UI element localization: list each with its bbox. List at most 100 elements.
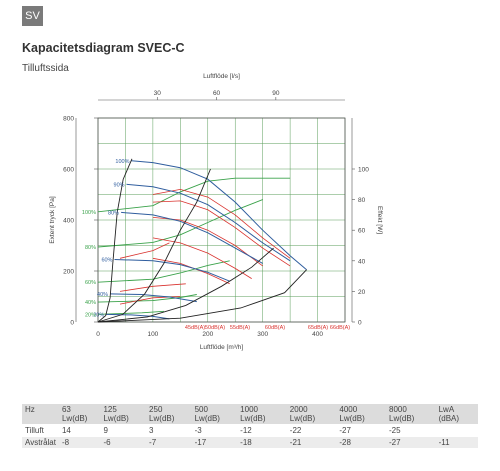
y-axis-label: Extent tryck [Pa] (49, 196, 56, 244)
sound-level-label: 55dB(A) (230, 325, 250, 331)
top-tick-label: 60 (213, 90, 221, 97)
table-header-cell: 1000 Lw(dB) (237, 404, 287, 425)
sound-curve (119, 283, 186, 292)
table-header-cell: 8000 Lw(dB) (386, 404, 436, 425)
table-header-cell: 250 Lw(dB) (146, 404, 192, 425)
top-tick-label: 30 (154, 90, 162, 97)
table-cell: -27 (386, 436, 436, 448)
table-cell: -7 (146, 436, 192, 448)
fan-curve-label: 40% (97, 292, 108, 298)
right-tick-label: 100 (358, 166, 369, 173)
table-cell: -21 (286, 436, 337, 448)
table-cell: -27 (336, 424, 386, 437)
y-tick-label: 200 (63, 269, 74, 276)
top-tick-label: 90 (272, 90, 280, 97)
sound-level-label: 65dB(A) (308, 325, 328, 331)
table-cell: -28 (336, 436, 386, 448)
table-cell: -12 (237, 424, 287, 437)
table-row: Avstrålat -8 -6 -7 -17 -18 -21 -28 -27 -… (22, 436, 478, 448)
fan-curve-label: 60% (101, 258, 112, 264)
right-axis-label: Effekt [W] (376, 206, 383, 234)
table-header-cell: 125 Lw(dB) (100, 404, 147, 425)
system-curve (97, 158, 133, 323)
right-tick-label: 80 (358, 197, 366, 204)
power-curve (97, 260, 230, 283)
sound-level-label: 66dB(A) (330, 325, 350, 331)
table-cell: 9 (100, 424, 147, 437)
table-header-cell: Hz (22, 404, 59, 425)
y-tick-label: 600 (63, 167, 74, 174)
table-header-cell: 500 Lw(dB) (191, 404, 238, 425)
power-curve (97, 294, 197, 303)
power-curve (97, 177, 291, 213)
power-curve-label: 40% (85, 300, 96, 306)
table-cell: -22 (286, 424, 337, 437)
fan-curve (126, 183, 291, 262)
right-tick-label: 0 (358, 320, 362, 327)
grid (97, 117, 346, 323)
power-curve-label: 60% (85, 280, 96, 286)
x-tick-label: 200 (202, 331, 213, 338)
capacity-chart: 0 100 200 300 400 Luftflöde [m³/h] 0 200 400 600 8… (49, 73, 383, 351)
fan-curve-label: 20% (93, 312, 104, 318)
page-title: Kapacitetsdiagram SVEC-C (22, 41, 185, 55)
right-tick-label: 20 (358, 289, 366, 296)
fan-curve-label: 90% (114, 182, 125, 188)
sound-level-label: 50dB(A) (205, 325, 225, 331)
table-cell: 14 (58, 424, 101, 437)
axes: 0 100 200 300 400 Luftflöde [m³/h] 0 200 400 600 8… (49, 73, 383, 351)
table-header-cell: 4000 Lw(dB) (336, 404, 386, 425)
system-curve (97, 247, 274, 323)
sound-curve (119, 242, 170, 259)
table-cell: Tilluft (22, 424, 59, 437)
table-header-cell: 2000 Lw(dB) (286, 404, 337, 425)
system-curve (97, 168, 211, 323)
sound-curve (152, 237, 252, 279)
table-row: Tilluft 14 9 3 -3 -12 -22 -27 -25 (22, 424, 478, 437)
x-tick-label: 300 (257, 331, 268, 338)
power-curve-label: 20% (85, 312, 96, 318)
fan-curve (121, 211, 263, 264)
labels: 100%90%80%60%40%20%100%80%60%40%20%45dB(… (82, 159, 350, 331)
power-curve-label: 100% (82, 210, 96, 216)
right-tick-label: 40 (358, 258, 366, 265)
top-axis-label: Luftflöde [l/s] (203, 73, 240, 80)
fan-curve (106, 313, 170, 320)
x-tick-label: 0 (96, 331, 100, 338)
x-axis-label: Luftflöde [m³/h] (200, 344, 244, 351)
fan-curve (110, 293, 197, 303)
table-cell: -17 (191, 436, 238, 448)
table-header-cell: 63 Lw(dB) (58, 404, 101, 425)
table-cell: -8 (58, 436, 101, 448)
sound-level-label: 60dB(A) (265, 325, 285, 331)
table-cell: -3 (191, 424, 238, 437)
sound-level-label: 45dB(A) (185, 325, 205, 331)
table-cell: -18 (237, 436, 287, 448)
fan-curve-label: 100% (115, 159, 129, 165)
table-header-cell: LwA (dBA) (435, 404, 478, 425)
fan-curve (114, 259, 230, 282)
power-curve (97, 310, 164, 315)
x-tick-label: 100 (147, 331, 158, 338)
sound-curve (152, 200, 291, 267)
series (97, 158, 307, 323)
table-cell: 3 (146, 424, 192, 437)
fan-curve-label: 80% (108, 210, 119, 216)
table-cell: -11 (435, 436, 478, 448)
right-tick-label: 60 (358, 228, 366, 235)
sound-level-table: Hz 63 Lw(dB) 125 Lw(dB) 250 Lw(dB) 500 L… (22, 404, 478, 448)
table-header-row: Hz 63 Lw(dB) 125 Lw(dB) 250 Lw(dB) 500 L… (22, 404, 478, 425)
fan-curve (131, 160, 307, 271)
table-cell: -6 (100, 436, 147, 448)
page-subtitle: Tilluftssida (22, 63, 69, 74)
power-curve-label: 80% (85, 245, 96, 251)
sound-curve (152, 188, 291, 259)
table-cell: -25 (386, 424, 436, 437)
table-cell (435, 424, 478, 437)
y-tick-label: 400 (63, 218, 74, 225)
table-cell: Avstrålat (22, 436, 59, 448)
language-badge: SV (22, 6, 43, 26)
system-curve (97, 269, 307, 323)
x-tick-label: 400 (312, 331, 323, 338)
power-curve (97, 199, 263, 248)
